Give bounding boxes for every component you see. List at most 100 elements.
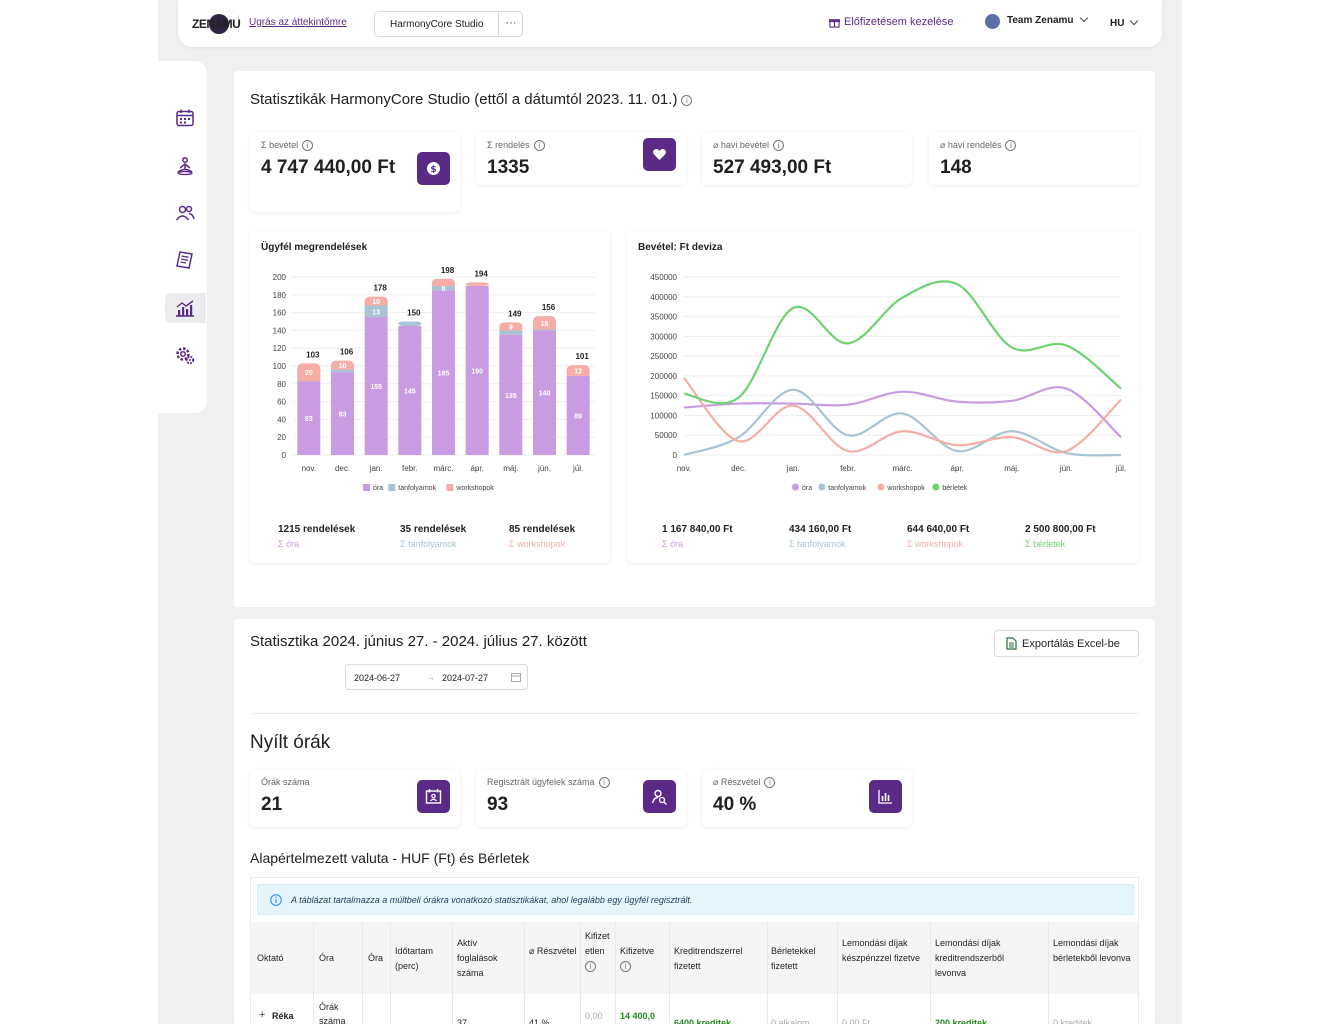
column-separator xyxy=(1048,922,1049,1024)
y-tick-label: 100000 xyxy=(650,411,677,420)
date-from-input[interactable]: 2024-06-27 xyxy=(354,673,401,683)
series-line xyxy=(683,386,1122,439)
column-separator xyxy=(362,922,363,1024)
settings-icon[interactable] xyxy=(175,345,195,365)
column-header[interactable]: Oktató xyxy=(257,953,284,963)
column-header[interactable]: Aktív foglalások száma xyxy=(457,938,498,978)
column-header[interactable]: Kifizetve i xyxy=(620,944,668,974)
credit-paid-value: 6400 kreditek xyxy=(674,1018,732,1024)
team-menu[interactable]: Team Zenamu xyxy=(985,13,1088,29)
bar-data-label: 155 xyxy=(370,384,382,391)
x-tick-label: febr. xyxy=(840,464,856,473)
column-header[interactable]: Lemondási díjak bérletekből levonva xyxy=(1053,938,1131,963)
table-header-row xyxy=(251,922,1138,994)
column-header[interactable]: Kifizetetlen i xyxy=(585,929,611,974)
bar-segment xyxy=(566,375,590,455)
kpi-label-text: ⌀ havi bevétel xyxy=(713,140,769,150)
column-separator xyxy=(313,922,314,1024)
column-header[interactable]: ⌀ Részvétel xyxy=(529,946,577,956)
legend-label: óra xyxy=(802,485,812,492)
zenamu-logo[interactable]: ZENAMU xyxy=(192,13,241,35)
bar-data-label: 9 xyxy=(509,324,513,331)
column-header[interactable]: Időtartam (perc) xyxy=(395,946,434,971)
x-tick-label: júl. xyxy=(1115,464,1126,473)
statistics-card: Statisztikák HarmonyCore Studio (ettől a… xyxy=(234,71,1155,607)
calendar-icon[interactable] xyxy=(175,108,195,128)
svg-text:$: $ xyxy=(430,165,436,175)
legend-swatch xyxy=(388,484,396,491)
info-icon[interactable]: i xyxy=(585,961,596,973)
export-excel-button[interactable]: Exportálás Excel-be xyxy=(994,630,1139,657)
summary-value: 434 160,00 Ft xyxy=(789,524,852,535)
bar-segment-fill xyxy=(566,370,590,376)
manage-subscription-link[interactable]: Előfizetésem kezelése xyxy=(829,16,953,28)
bar-segment-fill xyxy=(533,321,556,330)
y-tick-label: 80 xyxy=(277,380,286,389)
column-separator xyxy=(580,922,581,1024)
info-icon[interactable]: i xyxy=(681,94,693,106)
kpi-value: 93 xyxy=(487,794,509,815)
yoga-icon[interactable] xyxy=(175,156,195,176)
orders-summary-ora: 1215 rendelések Σ óra xyxy=(278,524,355,549)
y-tick-label: 150000 xyxy=(650,392,677,401)
info-icon[interactable]: i xyxy=(533,140,545,152)
summary-value: 35 rendelések xyxy=(400,524,467,535)
column-header[interactable]: Óra xyxy=(319,953,335,963)
statistics-table: A táblázat tartalmazza a múltbeli órákra… xyxy=(250,877,1139,1024)
y-tick-label: 120 xyxy=(273,344,287,353)
column-header[interactable]: Lemondási díjak kreditrendszerből levonv… xyxy=(935,938,1005,978)
y-tick-label: 140 xyxy=(273,326,287,335)
bar-total-label: 106 xyxy=(340,348,354,357)
receipt-icon[interactable] xyxy=(175,250,195,270)
excel-file-icon xyxy=(1006,637,1017,650)
info-icon[interactable]: i xyxy=(764,777,776,789)
info-icon[interactable]: i xyxy=(1005,140,1017,152)
bar-data-label: 12 xyxy=(574,368,582,375)
x-tick-label: dec. xyxy=(731,464,746,473)
date-to-input[interactable]: 2024-07-27 xyxy=(442,673,489,683)
language-selector[interactable]: HU xyxy=(1110,16,1139,29)
bar-data-label: 10 xyxy=(339,363,347,370)
bar-segment xyxy=(398,321,422,326)
summary-value: 1215 rendelések xyxy=(278,524,356,535)
legend-label: workshopok xyxy=(455,485,494,492)
team-name: Team Zenamu xyxy=(1007,15,1074,26)
y-tick-label: 160 xyxy=(273,309,287,318)
legend-swatch xyxy=(363,484,370,491)
column-header[interactable]: Óra xyxy=(368,953,384,963)
bar-total-label: 198 xyxy=(441,266,455,275)
date-range-picker[interactable]: 2024-06-27 → 2024-07-27 xyxy=(345,664,528,690)
bar-data-label: 83 xyxy=(305,416,313,423)
statistics-icon[interactable] xyxy=(175,298,195,318)
bar-segment xyxy=(465,282,489,286)
column-header[interactable]: Lemondási díjak készpénzzel fizetve xyxy=(842,938,921,963)
studio-selector[interactable]: HarmonyCore Studio ··· xyxy=(374,11,523,37)
summary-label: Σ workshopok xyxy=(907,539,964,549)
expand-row-button[interactable]: + xyxy=(259,1009,266,1021)
info-icon[interactable]: i xyxy=(598,777,610,789)
column-header[interactable]: Bérletekkel fizetett xyxy=(771,946,816,971)
info-icon[interactable]: i xyxy=(772,140,784,152)
x-tick-label: márc. xyxy=(434,464,454,473)
info-icon[interactable]: i xyxy=(302,140,314,152)
studio-more-button[interactable]: ··· xyxy=(498,12,523,36)
info-icon[interactable]: i xyxy=(620,961,631,973)
top-bar: ZENAMU Ugrás az áttekintőmre HarmonyCore… xyxy=(178,0,1162,47)
summary-label: Σ bérletek xyxy=(1025,539,1066,549)
users-icon[interactable] xyxy=(175,203,195,223)
kpi-label-text: Σ rendelés xyxy=(487,140,530,150)
column-header-text: Kifizetve xyxy=(620,946,655,956)
summary-label: Σ workshopok xyxy=(509,539,566,549)
jump-to-overview-link[interactable]: Ugrás az áttekintőmre xyxy=(249,17,347,28)
kpi-label-text: Regisztrált ügyfelek száma xyxy=(487,777,595,787)
legend-swatch xyxy=(877,483,885,491)
legend-swatch xyxy=(932,483,940,491)
column-separator xyxy=(837,922,838,1024)
bar-total-label: 194 xyxy=(474,269,488,278)
bar-segment xyxy=(364,317,388,455)
y-tick-label: 100 xyxy=(273,362,287,371)
attendance-value: 41 % xyxy=(529,1018,550,1024)
bar-data-label: 93 xyxy=(339,412,347,419)
x-tick-label: ápr. xyxy=(470,464,483,473)
column-header[interactable]: Kreditrendszerrel fizetett xyxy=(674,946,743,971)
